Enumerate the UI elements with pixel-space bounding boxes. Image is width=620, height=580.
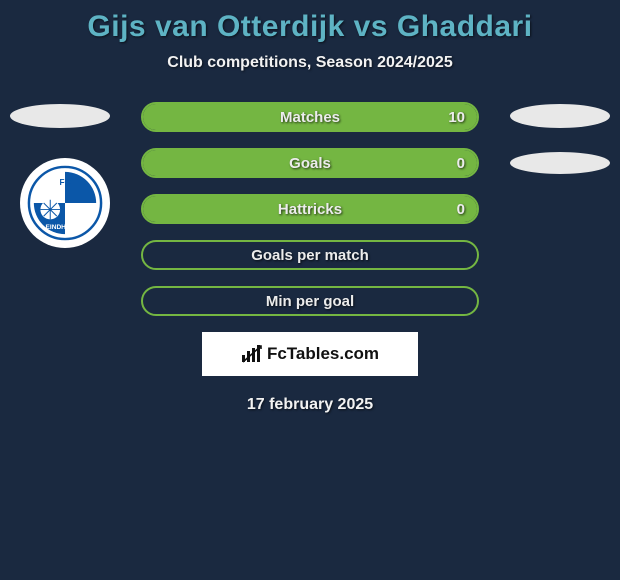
bar-label: Goals (289, 155, 331, 172)
bar-goals-per-match: Goals per match (141, 240, 479, 270)
page-title: Gijs van Otterdijk vs Ghaddari (0, 0, 620, 44)
player-left-oval (10, 104, 110, 128)
brand-box: FcTables.com (202, 332, 418, 376)
player-right-oval-1 (510, 104, 610, 128)
svg-text:FC: FC (60, 178, 71, 187)
svg-text:EINDHOVEN: EINDHOVEN (46, 224, 85, 231)
bar-min-per-goal: Min per goal (141, 286, 479, 316)
bar-value: 0 (457, 155, 465, 172)
bar-value: 0 (457, 201, 465, 218)
bar-value: 10 (448, 109, 465, 126)
bar-goals: Goals 0 (141, 148, 479, 178)
bar-matches: Matches 10 (141, 102, 479, 132)
bar-label: Hattricks (278, 201, 342, 218)
brand-text: FcTables.com (267, 344, 379, 364)
bar-hattricks: Hattricks 0 (141, 194, 479, 224)
club-badge-eindhoven: FC EINDHOVEN (20, 158, 110, 248)
bar-label: Min per goal (266, 293, 354, 310)
bar-label: Matches (280, 109, 340, 126)
bar-chart-icon (241, 345, 263, 363)
player-right-oval-2 (510, 152, 610, 174)
bar-label: Goals per match (251, 247, 369, 264)
subtitle: Club competitions, Season 2024/2025 (0, 54, 620, 72)
date-text: 17 february 2025 (0, 396, 620, 414)
club-crest-icon: FC EINDHOVEN (24, 162, 106, 244)
comparison-stage: FC EINDHOVEN Matches 10 Goals 0 Hattrick… (0, 102, 620, 414)
stat-bars: Matches 10 Goals 0 Hattricks 0 Goals per… (141, 102, 479, 316)
